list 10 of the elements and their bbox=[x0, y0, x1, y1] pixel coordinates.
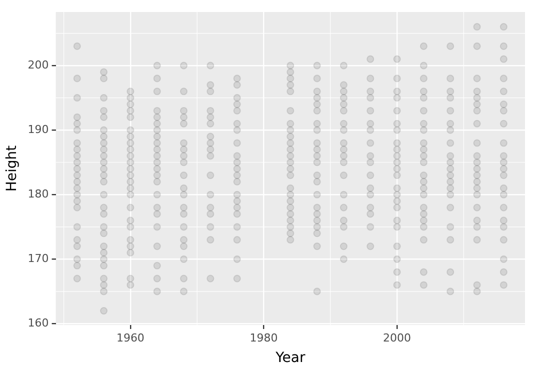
x-tick-label: 1960 bbox=[116, 331, 144, 344]
y-tick-label: 170 bbox=[28, 252, 49, 266]
y-tick-label: 200 bbox=[28, 58, 49, 72]
y-tick-label: 160 bbox=[28, 316, 49, 330]
x-tick-label: 2000 bbox=[383, 331, 412, 344]
x-axis-title: Year bbox=[274, 350, 306, 366]
y-tick-label: 180 bbox=[28, 187, 49, 200]
x-tick-label: 1980 bbox=[250, 331, 278, 344]
y-axis-title: Height bbox=[4, 144, 20, 192]
y-tick-label: 190 bbox=[28, 122, 49, 136]
